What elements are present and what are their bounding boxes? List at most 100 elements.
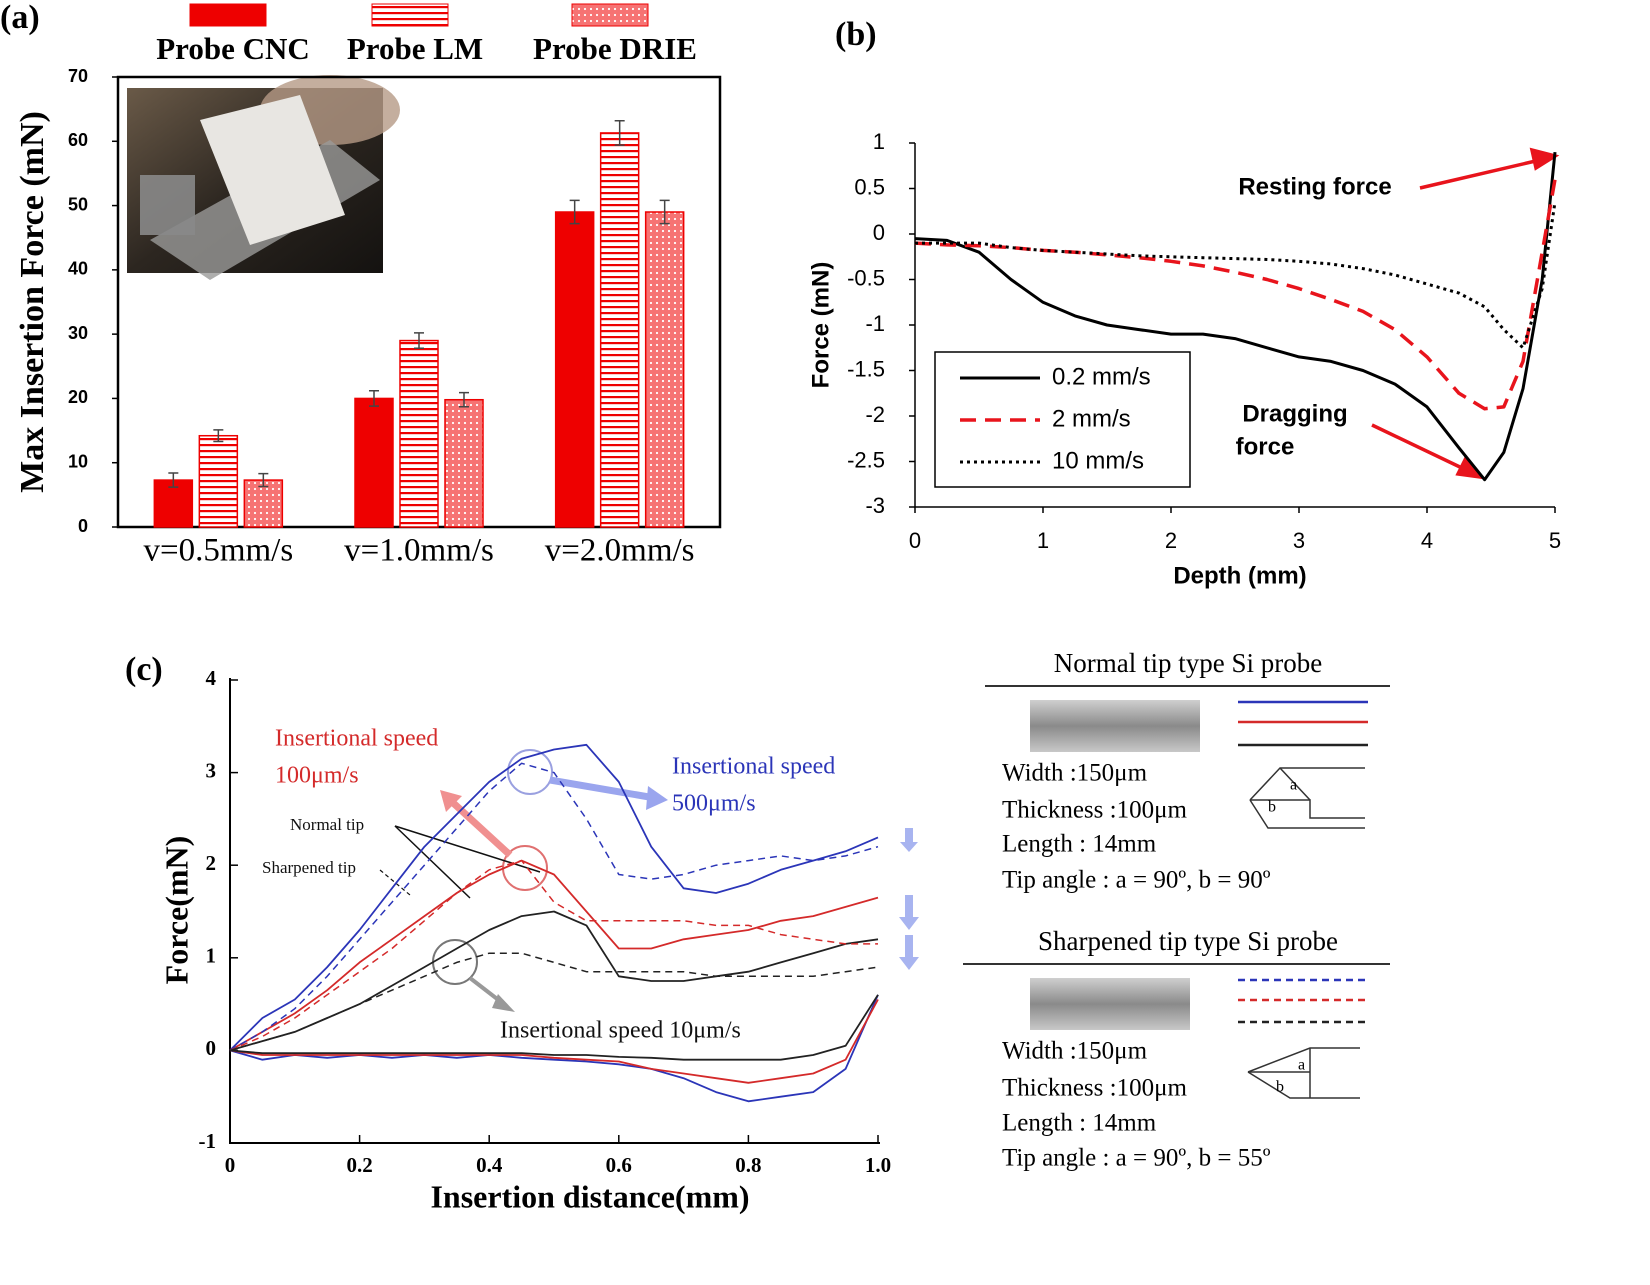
error-bar <box>258 472 269 488</box>
x-axis-label: Depth (mm) <box>1173 562 1306 589</box>
legend-label: Probe CNC <box>156 31 310 66</box>
annotation: Dragging <box>1242 400 1347 427</box>
y-tick-label: 0 <box>206 1036 217 1060</box>
series-line <box>914 179 1557 411</box>
probe-spec-layout <box>963 685 1390 1099</box>
bar <box>599 132 640 528</box>
spec-line: Length : 14mm <box>1002 1110 1157 1137</box>
x-tick-label: 0.2 <box>346 1153 372 1177</box>
annotation: Resting force <box>1238 173 1391 200</box>
y-tick-label: 70 <box>68 66 88 86</box>
legend-label: Probe DRIE <box>533 31 697 66</box>
series-line <box>229 762 879 1052</box>
bar <box>644 211 685 528</box>
x-tick-label: 4 <box>1421 528 1433 553</box>
x-tick-label: v=0.5mm/s <box>143 533 293 569</box>
annotation: force <box>1236 433 1295 460</box>
x-tick-label: v=1.0mm/s <box>344 533 494 569</box>
y-tick-label: 50 <box>68 194 88 214</box>
spec-line: Length : 14mm <box>1002 831 1157 858</box>
y-tick-label: 3 <box>206 758 217 782</box>
legend-label: 10 mm/s <box>1052 447 1144 474</box>
annotation: Insertional speed 10μm/s <box>500 1018 741 1044</box>
annotation: Insertional speed <box>672 754 835 780</box>
error-bar <box>168 472 179 488</box>
x-tick-label: 1.0 <box>865 1153 891 1177</box>
y-tick-label: 2 <box>206 851 217 875</box>
spec-line: Tip angle : a = 90º, b = 55º <box>1002 1145 1271 1172</box>
y-tick-label: 30 <box>68 323 88 343</box>
error-bar <box>569 199 580 225</box>
legend-box <box>934 351 1191 488</box>
y-tick-label: 0.5 <box>854 174 885 199</box>
x-tick-label: 0 <box>909 528 921 553</box>
legend-swatch <box>571 3 649 27</box>
bar <box>198 434 239 528</box>
spec-line: Thickness :100μm <box>1002 1075 1187 1102</box>
y-axis-label: Max Insertion Force (mN) <box>14 111 51 493</box>
y-axis-label: Force (mN) <box>807 262 834 389</box>
inset-photo <box>127 75 400 280</box>
annotation: 100μm/s <box>275 763 359 789</box>
legend-label: 2 mm/s <box>1052 405 1131 432</box>
spec-line: Tip angle : a = 90º, b = 90º <box>1002 867 1271 894</box>
spec-line: Thickness :100μm <box>1002 797 1187 824</box>
x-tick-label: 0.4 <box>476 1153 503 1177</box>
y-tick-label: 0 <box>78 516 88 536</box>
series-line <box>229 859 878 1052</box>
spec-line: Width :150μm <box>1002 760 1148 787</box>
spec-title: Normal tip type Si probe <box>1054 648 1322 678</box>
series-line <box>229 994 879 1103</box>
y-tick-label: -0.5 <box>847 265 885 290</box>
annotation-marks <box>379 749 919 1012</box>
error-bar <box>414 332 424 350</box>
panel-label: (c) <box>125 651 163 688</box>
x-tick-label: 0.6 <box>606 1153 632 1177</box>
y-tick-label: -1.5 <box>847 356 885 381</box>
annotation-arrow <box>1371 147 1560 480</box>
y-tick-label: 40 <box>68 259 88 279</box>
bar <box>243 479 284 528</box>
x-tick-label: 2 <box>1165 528 1177 553</box>
bar <box>354 397 394 528</box>
error-bar <box>213 429 224 443</box>
series-line <box>229 859 879 1052</box>
x-tick-label: 3 <box>1293 528 1305 553</box>
error-bar <box>459 391 469 408</box>
series-line <box>229 994 879 1061</box>
y-tick-label: 0 <box>873 220 885 245</box>
y-tick-label: -2 <box>865 402 885 427</box>
legend-swatch <box>189 3 267 27</box>
legend-label: 0.2 mm/s <box>1052 363 1151 390</box>
annotation: Normal tip <box>290 815 364 834</box>
bar <box>153 479 194 528</box>
panel-label: (a) <box>0 0 40 36</box>
error-bar <box>659 199 670 225</box>
legend-swatch <box>371 3 449 27</box>
x-tick-label: 5 <box>1549 528 1561 553</box>
x-tick-label: 1 <box>1037 528 1049 553</box>
angle-label: b <box>1268 799 1276 816</box>
series-line <box>914 151 1557 482</box>
error-bar <box>369 389 379 407</box>
y-tick-label: 1 <box>206 944 217 968</box>
y-tick-label: -2.5 <box>847 447 885 472</box>
angle-label: a <box>1298 1057 1305 1074</box>
spec-title: Sharpened tip type Si probe <box>1038 926 1338 956</box>
series-line <box>915 201 1557 350</box>
spec-line: Width :150μm <box>1002 1038 1148 1065</box>
series-line <box>229 952 879 1052</box>
error-bar <box>614 119 625 146</box>
y-tick-label: 10 <box>68 451 88 471</box>
series-line <box>229 999 879 1084</box>
y-tick-label: 1 <box>873 129 885 154</box>
bar <box>444 398 484 528</box>
annotation: Insertional speed <box>275 726 438 752</box>
angle-label: b <box>1276 1079 1284 1096</box>
panel-label: (b) <box>835 16 877 53</box>
x-axis-label: Insertion distance(mm) <box>430 1178 749 1214</box>
y-tick-label: -1 <box>865 311 885 336</box>
bar <box>399 339 439 528</box>
bar <box>554 211 595 528</box>
